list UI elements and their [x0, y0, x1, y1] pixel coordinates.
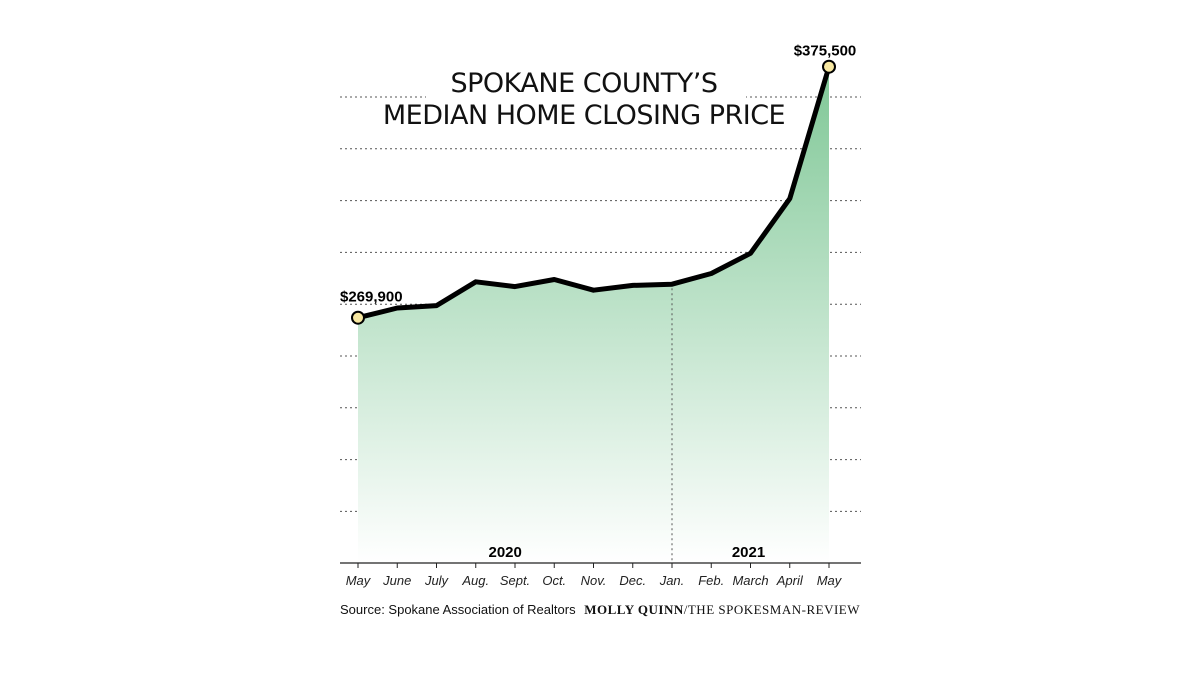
credit-line: MOLLY QUINN/THE SPOKESMAN-REVIEW [584, 602, 860, 617]
credit-org: /THE SPOKESMAN-REVIEW [684, 602, 860, 617]
chart-title-line2: MEDIAN HOME CLOSING PRICE [383, 100, 785, 131]
x-tick-label: Nov. [581, 573, 607, 588]
price-line [355, 64, 832, 321]
x-tick-label: Aug. [461, 573, 489, 588]
year-label: 2020 [489, 544, 522, 561]
x-tick-label: June [382, 573, 411, 588]
credit-name: MOLLY QUINN [584, 602, 684, 617]
x-tick-label: Sept. [500, 573, 530, 588]
first-value-label: $269,900 [340, 289, 403, 306]
last-value-label: $375,500 [794, 43, 857, 60]
title-background [426, 60, 746, 134]
first-point-marker [351, 310, 365, 325]
x-tick-label: Jan. [659, 573, 685, 588]
last-point-marker [822, 59, 836, 74]
price-area [358, 66, 829, 563]
x-tick-label: March [732, 573, 768, 588]
x-tick-label: May [817, 573, 843, 588]
x-tick-label: Oct. [542, 573, 566, 588]
x-tick-label: May [346, 573, 372, 588]
year-label: 2021 [732, 544, 765, 561]
x-tick-label: April [776, 573, 804, 588]
x-tick-label: Dec. [619, 573, 646, 588]
source-note: Source: Spokane Association of Realtors [340, 602, 576, 617]
x-tick-label: July [424, 573, 450, 588]
x-tick-label: Feb. [698, 573, 724, 588]
chart-title-line1: SPOKANE COUNTY’S [451, 68, 718, 99]
